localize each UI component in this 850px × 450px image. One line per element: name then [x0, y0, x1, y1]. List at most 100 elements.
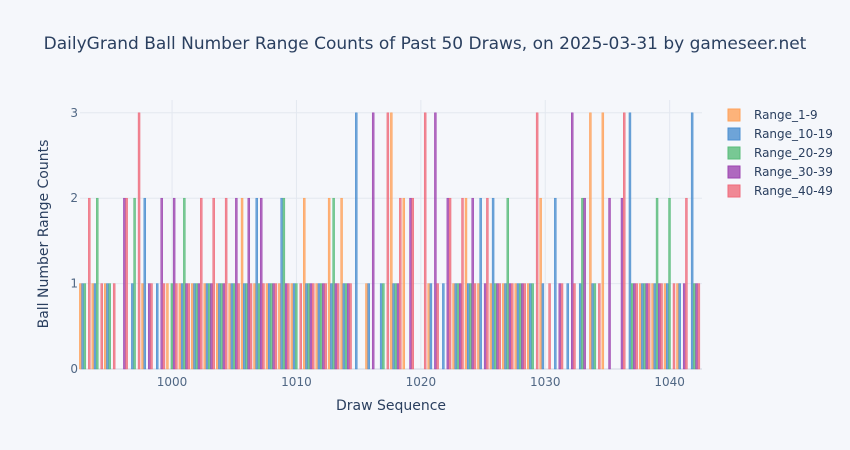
bar-range-40-49	[399, 197, 402, 370]
bar-range-30-39	[471, 197, 474, 370]
bar-range-20-29	[108, 283, 111, 370]
bar-range-10-19	[529, 283, 532, 370]
bar-range-20-29	[332, 197, 335, 370]
bar-range-10-19	[93, 283, 97, 370]
bar-range-20-29	[643, 283, 646, 370]
bar-range-30-39	[371, 112, 375, 370]
bar-range-1-9	[464, 197, 468, 370]
bar-range-1-9	[651, 283, 654, 370]
bar-range-40-49	[274, 283, 278, 370]
x-tick-label: 1000	[157, 375, 188, 389]
bar-range-20-29	[394, 283, 398, 370]
bar-range-20-29	[270, 283, 273, 370]
chart-title: DailyGrand Ball Number Range Counts of P…	[43, 34, 807, 54]
bar-range-30-39	[396, 283, 400, 370]
bar-range-10-19	[106, 283, 109, 370]
bar-range-40-49	[498, 283, 502, 370]
bar-range-20-29	[581, 197, 584, 370]
bar-range-1-9	[91, 283, 95, 370]
bar-range-1-9	[278, 283, 281, 370]
bar-range-40-49	[137, 112, 141, 370]
bar-range-30-39	[496, 283, 499, 370]
bar-range-1-9	[327, 197, 331, 370]
bar-range-40-49	[548, 283, 551, 370]
bar-range-20-29	[469, 283, 472, 370]
bar-range-40-49	[125, 197, 128, 370]
bar-range-40-49	[523, 283, 526, 370]
bar-range-20-29	[593, 283, 597, 370]
y-tick-label: 3	[70, 106, 78, 120]
bar-range-20-29	[344, 283, 348, 370]
bar-range-40-49	[336, 283, 340, 370]
bar-range-20-29	[96, 197, 99, 370]
x-tick-label: 1040	[654, 375, 685, 389]
bar-range-20-29	[183, 197, 186, 370]
bar-range-10-19	[641, 283, 644, 370]
bar-range-1-9	[489, 283, 493, 370]
bar-range-1-9	[514, 283, 517, 370]
bar-range-10-19	[143, 197, 147, 370]
bar-range-1-9	[265, 283, 269, 370]
bar-range-40-49	[200, 197, 203, 370]
bar-range-40-49	[535, 112, 539, 370]
bar-range-1-9	[141, 283, 144, 370]
bar-range-30-39	[434, 112, 437, 370]
bar-range-30-39	[123, 197, 126, 370]
bar-range-10-19	[479, 197, 482, 370]
bar-range-30-39	[172, 197, 176, 370]
bar-range-40-49	[88, 197, 91, 370]
bar-range-40-49	[598, 283, 601, 370]
bar-range-10-19	[690, 112, 694, 370]
bar-range-40-49	[100, 283, 103, 370]
bar-range-20-29	[519, 283, 522, 370]
bar-range-1-9	[427, 283, 430, 370]
bar-range-40-49	[486, 197, 489, 370]
bar-range-10-19	[429, 283, 433, 370]
bar-range-1-9	[638, 283, 642, 370]
bar-range-30-39	[558, 283, 562, 370]
bar-range-10-19	[280, 197, 283, 370]
bar-range-40-49	[212, 197, 215, 370]
bar-range-10-19	[267, 283, 271, 370]
bar-range-1-9	[390, 112, 393, 370]
bar-range-30-39	[521, 283, 524, 370]
bar-range-10-19	[193, 283, 196, 370]
bar-range-10-19	[628, 112, 632, 370]
bar-range-30-39	[272, 283, 275, 370]
bar-range-20-29	[506, 197, 510, 370]
bar-range-30-39	[284, 283, 288, 370]
bar-range-10-19	[81, 283, 84, 370]
bar-range-40-49	[423, 112, 427, 370]
bar-range-1-9	[315, 283, 318, 370]
bar-range-30-39	[695, 283, 698, 370]
bar-range-10-19	[292, 283, 296, 370]
bar-range-1-9	[539, 197, 542, 370]
bar-range-10-19	[442, 283, 445, 370]
bar-range-30-39	[210, 283, 213, 370]
bar-range-20-29	[693, 283, 696, 370]
bar-range-20-29	[83, 283, 87, 370]
bar-range-20-29	[257, 283, 261, 370]
bar-range-40-49	[237, 283, 240, 370]
bar-range-1-9	[228, 283, 231, 370]
bar-range-20-29	[531, 283, 534, 370]
legend-swatch	[727, 184, 741, 198]
bar-range-40-49	[349, 283, 352, 370]
bar-range-40-49	[573, 283, 576, 370]
bar-range-40-49	[175, 283, 178, 370]
bar-range-20-29	[668, 197, 671, 370]
bar-range-30-39	[235, 197, 238, 370]
bar-range-1-9	[253, 283, 256, 370]
bar-range-10-19	[541, 283, 545, 370]
bar-range-1-9	[166, 283, 169, 370]
bar-range-10-19	[554, 197, 557, 370]
bar-range-10-19	[454, 283, 458, 370]
bar-range-1-9	[215, 283, 219, 370]
bar-range-40-49	[112, 283, 116, 370]
bar-range-40-49	[187, 283, 191, 370]
bar-range-40-49	[411, 197, 414, 370]
bar-range-30-39	[222, 283, 226, 370]
bar-range-40-49	[448, 197, 452, 370]
bar-range-20-29	[382, 283, 385, 370]
bar-range-30-39	[309, 283, 313, 370]
